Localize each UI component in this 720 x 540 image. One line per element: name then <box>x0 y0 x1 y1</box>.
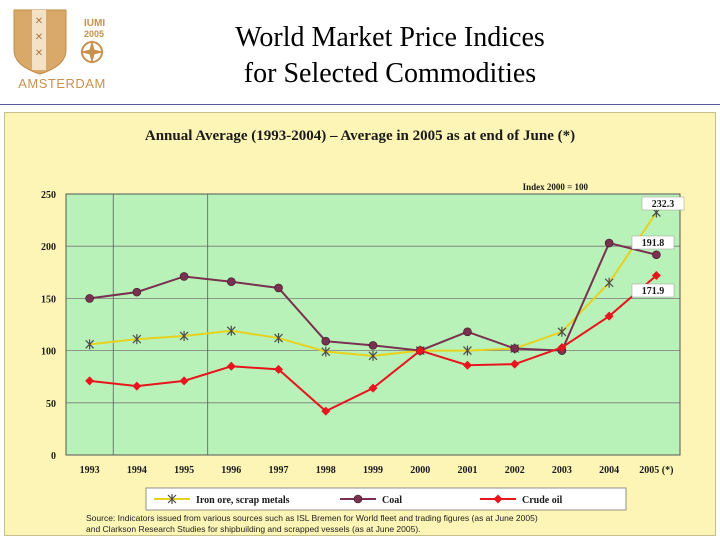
data-point <box>604 277 614 288</box>
annotation-box <box>641 196 685 211</box>
source-line-1: Source: Indicators issued from various s… <box>86 513 538 523</box>
data-point <box>557 326 567 337</box>
title-divider <box>0 104 720 105</box>
y-tick-label: 250 <box>41 190 56 201</box>
y-tick-label: 150 <box>41 294 56 305</box>
data-point <box>132 334 142 345</box>
annotation-box <box>631 283 675 298</box>
data-point <box>463 327 472 337</box>
data-point <box>368 383 378 393</box>
y-tick-label: 200 <box>41 242 56 253</box>
svg-text:✕: ✕ <box>35 32 43 43</box>
data-point <box>274 333 283 344</box>
data-point <box>462 360 472 370</box>
annotation-box <box>631 235 675 250</box>
x-tick-label: 1995 <box>174 465 194 476</box>
data-point <box>85 294 94 303</box>
data-point <box>85 339 95 350</box>
title-line-1: World Market Price Indices <box>235 22 545 53</box>
legend-label: Crude oil <box>522 495 563 506</box>
annotation-label: 171.9 <box>642 286 665 297</box>
plot-border <box>65 193 681 456</box>
data-point <box>274 364 284 374</box>
x-tick-label: 1993 <box>80 465 100 476</box>
data-point <box>167 494 177 504</box>
legend-item-2: Crude oil <box>480 494 563 506</box>
data-point <box>604 238 614 248</box>
x-tick-label: 1998 <box>316 465 336 476</box>
data-point <box>85 376 95 386</box>
x-tick-label: 2001 <box>457 465 477 476</box>
legend-item-0: Iron ore, scrap metals <box>154 494 290 506</box>
y-tick-label: 0 <box>51 451 56 462</box>
data-point <box>493 494 503 504</box>
data-point <box>463 345 472 356</box>
chart-subtitle: Annual Average (1993-2004) – Average in … <box>144 128 576 144</box>
data-point <box>227 277 236 286</box>
data-point <box>557 342 567 352</box>
x-tick-label: 2004 <box>599 465 619 476</box>
data-point <box>368 350 378 361</box>
data-point <box>226 361 236 371</box>
legend-box <box>145 487 627 511</box>
iumi-amsterdam-logo: ✕ ✕ ✕ IUMI 2005 AMSTERDAM <box>13 9 106 91</box>
svg-text:✕: ✕ <box>35 48 43 59</box>
x-tick-label: 1999 <box>363 465 383 476</box>
data-point <box>368 341 378 350</box>
annotation-label: 232.3 <box>652 199 675 210</box>
data-point <box>321 406 331 416</box>
x-tick-label: 2003 <box>552 465 572 476</box>
data-point <box>353 494 363 504</box>
x-tick-label: 1996 <box>221 465 241 476</box>
data-point <box>651 271 661 281</box>
logo-line2: 2005 <box>84 29 104 39</box>
logo-line1: IUMI <box>84 18 105 29</box>
data-point <box>132 287 142 297</box>
annotation-label: 191.8 <box>642 238 665 249</box>
x-tick-label: 1997 <box>269 465 289 476</box>
data-point <box>132 381 142 391</box>
data-point <box>652 250 661 260</box>
x-tick-label: 2000 <box>410 465 430 476</box>
title-line-2: for Selected Commodities <box>243 58 537 89</box>
y-tick-label: 50 <box>46 399 56 410</box>
data-point <box>604 311 614 321</box>
legend-label: Iron ore, scrap metals <box>196 495 290 506</box>
x-tick-label: 2002 <box>505 465 525 476</box>
data-point <box>510 359 520 369</box>
data-point <box>321 336 331 346</box>
index-note: Index 2000 = 100 <box>523 182 589 192</box>
legend-label: Coal <box>382 495 402 506</box>
legend-item-1: Coal <box>340 494 402 506</box>
data-point <box>510 344 519 353</box>
x-tick-label: 1994 <box>127 465 147 476</box>
data-point <box>226 325 236 336</box>
y-tick-label: 100 <box>41 347 56 358</box>
svg-text:✕: ✕ <box>35 16 43 27</box>
data-point <box>179 330 189 341</box>
source-note: Source: Indicators issued from various s… <box>86 513 538 535</box>
data-point <box>321 346 331 357</box>
data-point <box>415 346 425 356</box>
x-tick-label: 2005 (*) <box>639 465 673 476</box>
data-point <box>179 272 189 281</box>
source-line-2: and Clarkson Research Studies for shipbu… <box>86 524 421 534</box>
page-title: World Market Price Indices for Selected … <box>140 20 640 92</box>
data-point <box>179 376 189 386</box>
logo-city: AMSTERDAM <box>18 76 106 91</box>
data-point <box>274 283 283 293</box>
series-2 <box>85 271 661 416</box>
plot-area <box>66 194 680 455</box>
